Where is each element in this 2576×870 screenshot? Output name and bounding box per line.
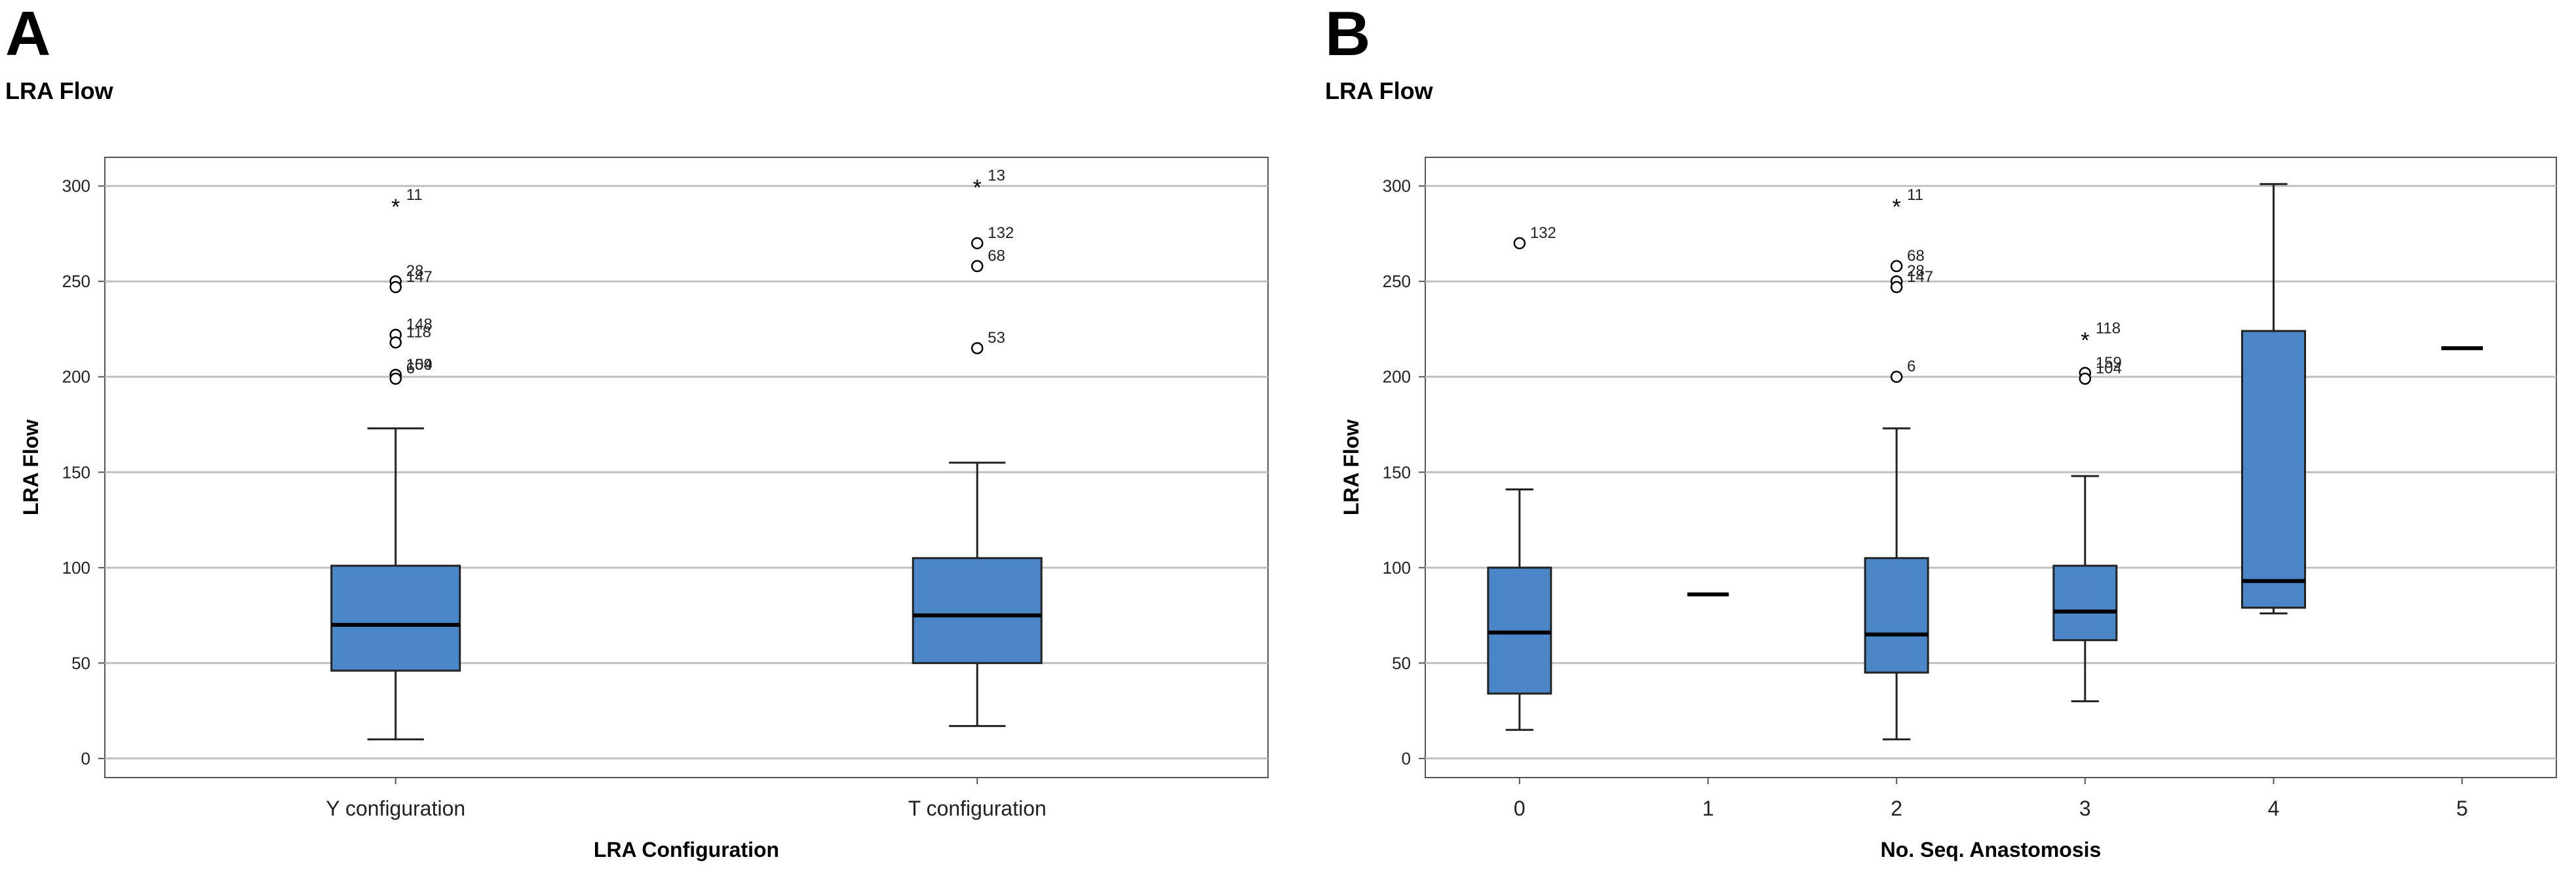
outlier-label: 104 [2096,360,2122,378]
outlier-circle [971,342,984,355]
plot-frame [104,157,1269,778]
y-axis-label: LRA Flow [1339,420,1363,515]
iqr-box [330,564,461,672]
y-tick-label: 200 [62,367,90,387]
outlier-label: 53 [988,329,1005,347]
y-tick-label: 0 [1402,749,1411,768]
y-tick-label: 300 [1383,176,1411,196]
y-tick-label: 200 [1383,367,1411,387]
outlier-label: 132 [988,224,1014,242]
iqr-box [2241,330,2306,609]
x-tick-label: 0 [1514,797,1526,820]
boxplot-chart-a: 0 50 100 150 200 250 300 LRA Flow LRA Configurat… [19,157,1269,861]
panel-letter-a: A [5,0,51,69]
panel-title-a: LRA Flow [5,77,113,104]
outlier-label: 148 [406,316,433,334]
x-tick-label: Y configuration [326,797,465,820]
outlier-label: 68 [1907,247,1925,265]
outlier-circle [389,372,402,385]
outlier-label: 159 [406,356,433,374]
outlier-label: 147 [406,268,433,286]
outlier-label: 132 [1530,224,1556,242]
x-tick-label: 4 [2268,797,2280,820]
outlier-circle [971,260,984,273]
iqr-box [1864,557,1929,674]
outlier-circle [389,336,402,349]
extreme-outlier-star: * [1893,195,1901,220]
outlier-circle [1890,370,1903,383]
outlier-label: 28 [406,262,424,280]
extreme-outlier-star: * [2081,328,2089,353]
outlier-circle [389,281,402,294]
y-tick-label: 150 [62,462,90,482]
outlier-circle [1513,237,1526,250]
outlier-label: 28 [1907,262,1925,280]
outlier-label: 159 [2096,354,2122,372]
extreme-outlier-star: * [391,195,400,220]
y-tick-label: 100 [1383,558,1411,578]
y-tick-label: 250 [1383,271,1411,291]
outlier-circle [1890,260,1903,273]
outlier-label: 6 [1907,358,1915,376]
x-tick-label: 2 [1891,797,1902,820]
outlier-circle [1890,281,1903,294]
x-tick-label: 3 [2079,797,2091,820]
x-tick-label: T configuration [908,797,1047,820]
y-tick-label: 300 [62,176,90,196]
x-axis-label: No. Seq. Anastomosis [1881,838,2102,861]
outlier-label: 6 [406,360,415,378]
outlier-label: 11 [406,186,423,204]
x-tick-label: 5 [2456,797,2468,820]
outlier-label: 13 [988,167,1005,185]
iqr-box [912,557,1043,664]
panel-title-b: LRA Flow [1325,77,1433,104]
outlier-label: 118 [406,323,431,341]
y-tick-label: 100 [62,558,90,578]
y-axis-label: LRA Flow [19,420,43,515]
x-axis-label: LRA Configuration [594,838,779,861]
outlier-label: 147 [1907,268,1933,286]
y-tick-label: 0 [81,749,90,768]
iqr-box [2052,564,2118,641]
outlier-label: 68 [988,247,1005,265]
y-tick-label: 50 [1392,653,1411,673]
outlier-label: 118 [2096,320,2121,338]
plot-frame [1425,157,2557,778]
y-tick-label: 250 [62,271,90,291]
panel-letter-b: B [1325,0,1371,69]
extreme-outlier-star: * [973,176,982,201]
x-tick-label: 1 [1702,797,1714,820]
outlier-label: 104 [406,356,433,374]
outlier-circle [2079,372,2092,385]
outlier-circle [971,237,984,250]
y-tick-label: 50 [71,653,90,673]
y-tick-label: 150 [1383,462,1411,482]
outlier-label: 11 [1907,186,1923,204]
